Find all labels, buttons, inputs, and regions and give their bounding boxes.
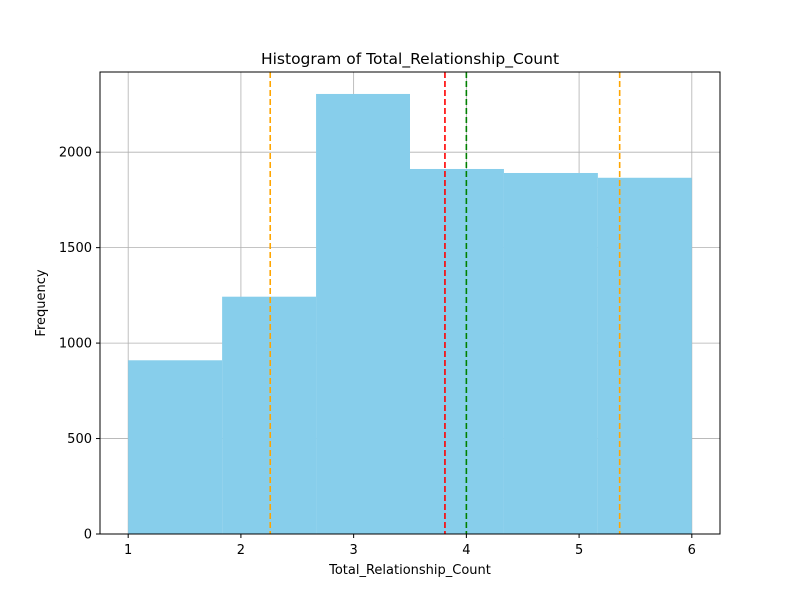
y-tick-label: 2000 xyxy=(59,146,92,161)
y-tick-label: 500 xyxy=(67,432,92,447)
bars xyxy=(128,93,692,535)
x-tick-label: 6 xyxy=(688,543,696,558)
y-axis-ticks: 0 500 1000 1500 2000 xyxy=(59,146,100,543)
y-axis-label: Frequency xyxy=(34,269,49,336)
x-tick-label: 5 xyxy=(575,543,583,558)
histogram-bar xyxy=(128,360,223,534)
plot-frame xyxy=(99,71,721,535)
histogram-bar xyxy=(316,93,410,535)
x-axis-label: Total_Relationship_Count xyxy=(328,563,491,578)
chart-title: Histogram of Total_Relationship_Count xyxy=(261,50,559,69)
x-tick-label: 3 xyxy=(349,543,357,558)
histogram-bar xyxy=(597,177,692,534)
y-tick-label: 1500 xyxy=(59,241,92,256)
x-axis-ticks: 1 2 3 4 5 6 xyxy=(124,534,696,558)
histogram-bar xyxy=(222,296,317,534)
y-tick-label: 0 xyxy=(84,528,92,543)
y-tick-label: 1000 xyxy=(59,337,92,352)
x-tick-label: 2 xyxy=(237,543,245,558)
x-tick-label: 4 xyxy=(462,543,470,558)
x-tick-label: 1 xyxy=(124,543,132,558)
histogram-bar xyxy=(410,168,504,534)
reference-lines xyxy=(269,72,621,534)
histogram-bar xyxy=(503,172,598,534)
